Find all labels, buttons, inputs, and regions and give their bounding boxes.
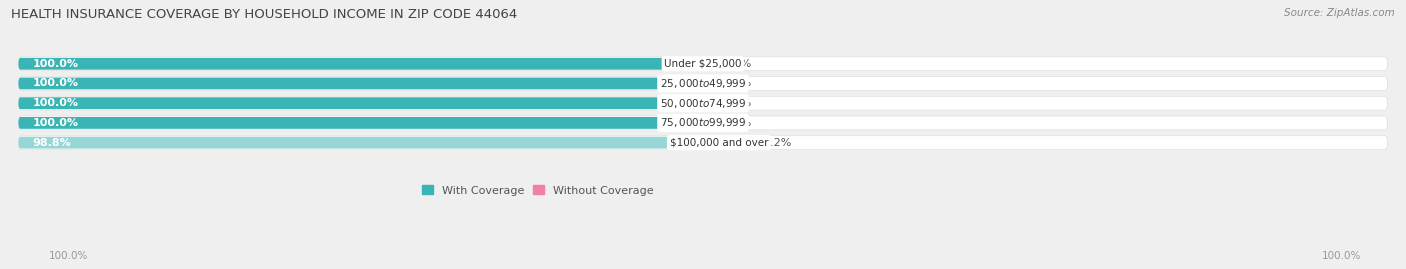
Text: Under $25,000: Under $25,000 [664, 59, 742, 69]
Text: 100.0%: 100.0% [32, 59, 79, 69]
Text: 100.0%: 100.0% [32, 79, 79, 89]
FancyBboxPatch shape [18, 137, 695, 148]
FancyBboxPatch shape [18, 136, 1388, 150]
Legend: With Coverage, Without Coverage: With Coverage, Without Coverage [422, 185, 654, 196]
Text: 100.0%: 100.0% [32, 118, 79, 128]
Text: 100.0%: 100.0% [1322, 251, 1361, 261]
FancyBboxPatch shape [18, 96, 1388, 110]
Text: 98.8%: 98.8% [32, 138, 70, 148]
FancyBboxPatch shape [18, 77, 1388, 90]
Text: 0.0%: 0.0% [724, 59, 752, 69]
Text: $25,000 to $49,999: $25,000 to $49,999 [659, 77, 747, 90]
FancyBboxPatch shape [18, 117, 703, 129]
Text: $100,000 and over: $100,000 and over [669, 138, 768, 148]
Text: 1.2%: 1.2% [763, 138, 792, 148]
Text: $50,000 to $74,999: $50,000 to $74,999 [659, 97, 747, 110]
FancyBboxPatch shape [18, 97, 703, 109]
Text: 0.0%: 0.0% [724, 79, 752, 89]
Text: Source: ZipAtlas.com: Source: ZipAtlas.com [1284, 8, 1395, 18]
Text: 100.0%: 100.0% [32, 98, 79, 108]
Text: 0.0%: 0.0% [724, 118, 752, 128]
FancyBboxPatch shape [18, 116, 1388, 130]
FancyBboxPatch shape [18, 58, 703, 70]
Text: $75,000 to $99,999: $75,000 to $99,999 [659, 116, 747, 129]
Text: 100.0%: 100.0% [49, 251, 89, 261]
FancyBboxPatch shape [699, 137, 747, 148]
Text: 0.0%: 0.0% [724, 98, 752, 108]
FancyBboxPatch shape [18, 77, 703, 89]
FancyBboxPatch shape [18, 57, 1388, 71]
Text: HEALTH INSURANCE COVERAGE BY HOUSEHOLD INCOME IN ZIP CODE 44064: HEALTH INSURANCE COVERAGE BY HOUSEHOLD I… [11, 8, 517, 21]
